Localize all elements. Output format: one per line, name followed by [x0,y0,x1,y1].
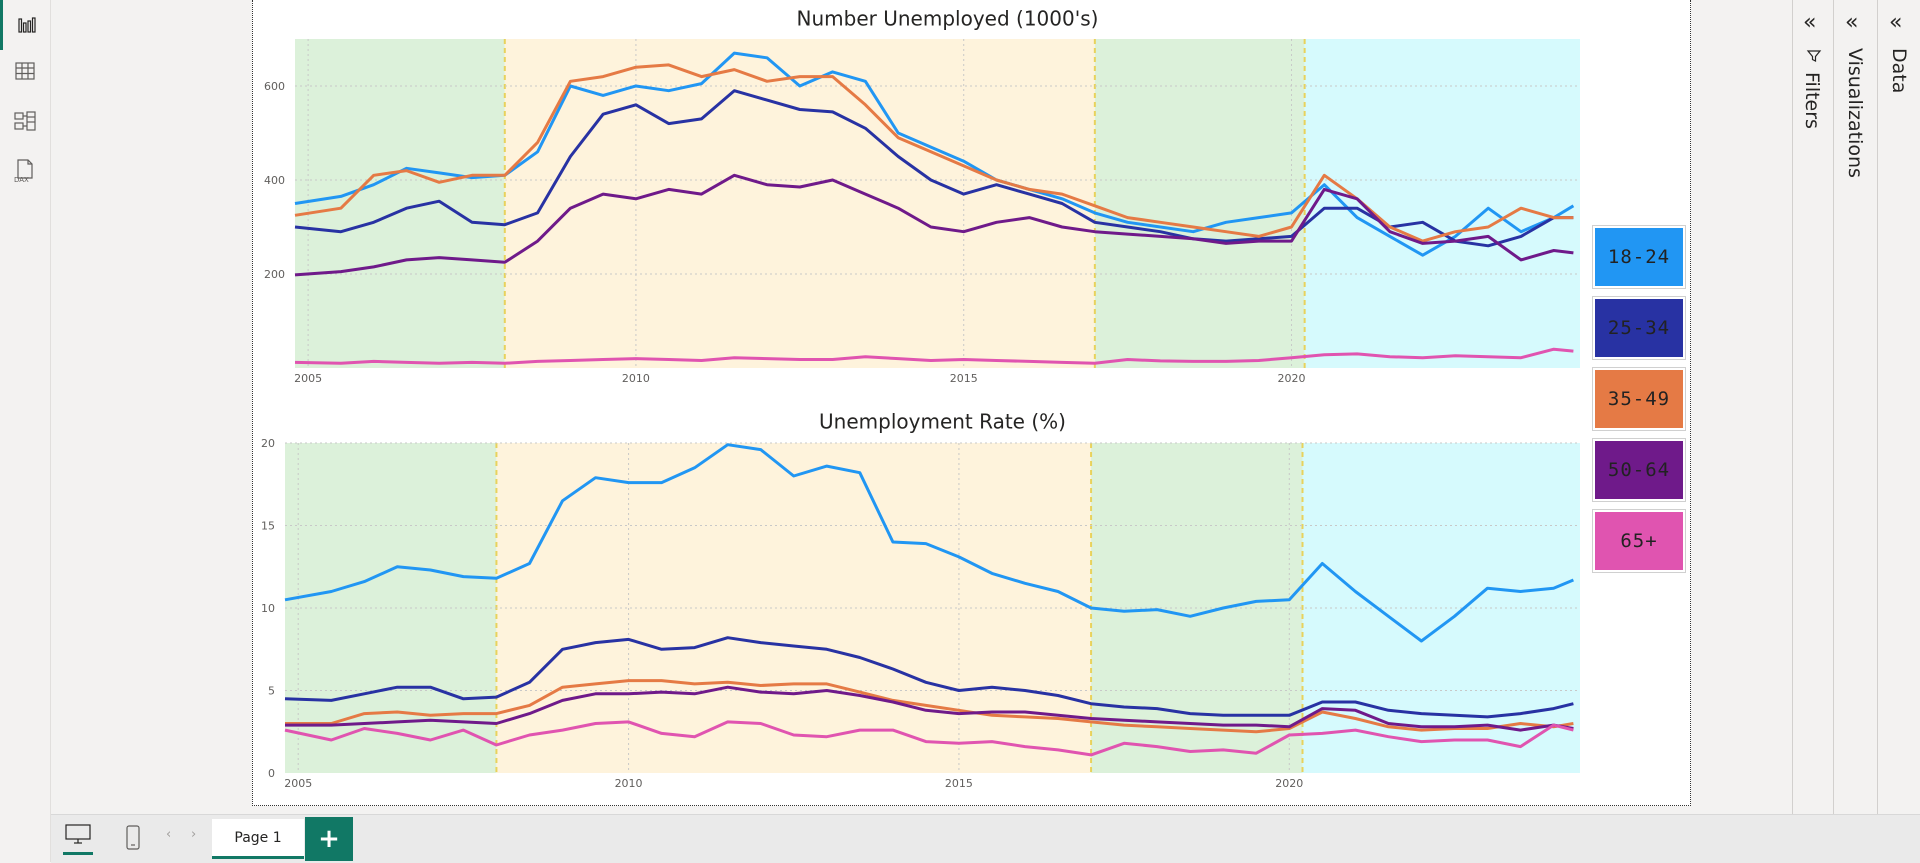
y-tick-label: 400 [264,174,285,187]
chart-2: Unemployment Rate (%)2005 2010 2015 2020051… [261,410,1580,790]
mobile-layout-button[interactable] [123,823,143,853]
x-tick-label: 2020 [1275,777,1303,790]
model-view-button[interactable] [0,96,50,146]
series-line-65-plus [294,347,1574,365]
y-tick-label: 20 [261,437,275,450]
band-orange [504,39,1095,368]
report-page: Number Unemployed (1000's) 2005 2010 2015 20… [252,0,1691,806]
dax-icon: DAX [14,159,33,184]
legend-label: 50-64 [1607,459,1671,481]
series-line-18-24 [284,443,1574,643]
left-nav: DAX [0,0,51,862]
band-green [1094,39,1305,368]
next-page-chevron-icon[interactable]: › [191,827,197,842]
mobile-icon [126,825,140,850]
series-line-25-34 [294,89,1574,248]
data-label: Data [1888,48,1910,94]
series-line-35-49 [294,63,1574,243]
page-navigation-bar: ‹ › Page 1 + [51,814,1920,863]
band-cyan [1304,39,1580,368]
legend-label: 25-34 [1607,317,1671,339]
y-tick-label: 600 [264,80,285,93]
page-tab-label: Page 1 [234,829,282,846]
x-tick-label: 2020 [1278,372,1306,385]
chart-title: Unemployment Rate (%) [819,410,1066,434]
y-tick-label: 15 [261,520,275,533]
legend-item-35-49[interactable]: 35-49 [1592,367,1686,431]
x-tick-label: 2015 [950,372,978,385]
chart-1: Number Unemployed (1000's) 2005 2010 2015 20… [264,7,1580,385]
series-line-25-34 [284,636,1574,719]
filters-label: Filters [1801,72,1823,129]
plus-icon: + [318,824,340,854]
x-tick-label: 2015 [945,777,973,790]
legend-item-65-plus[interactable]: 65+ [1592,509,1686,573]
filter-icon [1806,50,1822,62]
desktop-icon [65,824,91,844]
legend-label: 65+ [1620,530,1658,552]
collapse-visualizations-chevron-icon[interactable]: « [1845,10,1859,35]
previous-page-chevron-icon[interactable]: ‹ [166,827,172,842]
series-line-65-plus [284,720,1574,757]
legend-label: 18-24 [1607,246,1671,268]
y-tick-label: 200 [264,268,285,281]
y-tick-label: 10 [261,602,275,615]
collapse-filters-chevron-icon[interactable]: « [1803,10,1817,35]
bar-chart-icon [17,17,36,33]
page-tab-page-1[interactable]: Page 1 [212,819,304,859]
series-line-50-64 [285,685,1574,732]
y-tick-label: 0 [268,767,275,780]
y-tick-label: 5 [268,685,275,698]
series-line-35-49 [285,679,1574,734]
dax-query-view-button[interactable]: DAX [0,146,50,196]
filters-pane[interactable]: « Filters [1792,0,1834,814]
collapse-data-chevron-icon[interactable]: « [1889,10,1903,35]
series-line-50-64 [294,173,1574,277]
table-view-button[interactable] [0,46,50,96]
table-icon [15,62,35,80]
canvas-area: Number Unemployed (1000's) 2005 2010 2015 20… [51,0,1792,814]
legend-item-50-64[interactable]: 50-64 [1592,438,1686,502]
legend-label: 35-49 [1607,388,1671,410]
series-line-18-24 [294,51,1575,257]
report-view-button[interactable] [0,0,50,50]
desktop-layout-button[interactable] [63,821,93,855]
x-tick-label: 2010 [622,372,650,385]
legend-item-18-24[interactable]: 18-24 [1592,225,1686,289]
visualizations-label: Visualizations [1844,48,1866,178]
data-pane[interactable]: « Data [1877,0,1920,814]
dax-label: DAX [14,176,29,184]
x-tick-label: 2005 [294,372,322,385]
chart-title: Number Unemployed (1000's) [797,7,1099,31]
legend-item-25-34[interactable]: 25-34 [1592,296,1686,360]
band-green [295,39,505,368]
x-tick-label: 2005 [284,777,312,790]
model-icon [14,111,36,131]
charts-svg: Number Unemployed (1000's)2005 2010 2015 20… [261,7,1580,790]
add-page-button[interactable]: + [305,817,353,861]
visualizations-pane[interactable]: « Visualizations [1833,0,1878,814]
x-tick-label: 2010 [615,777,643,790]
